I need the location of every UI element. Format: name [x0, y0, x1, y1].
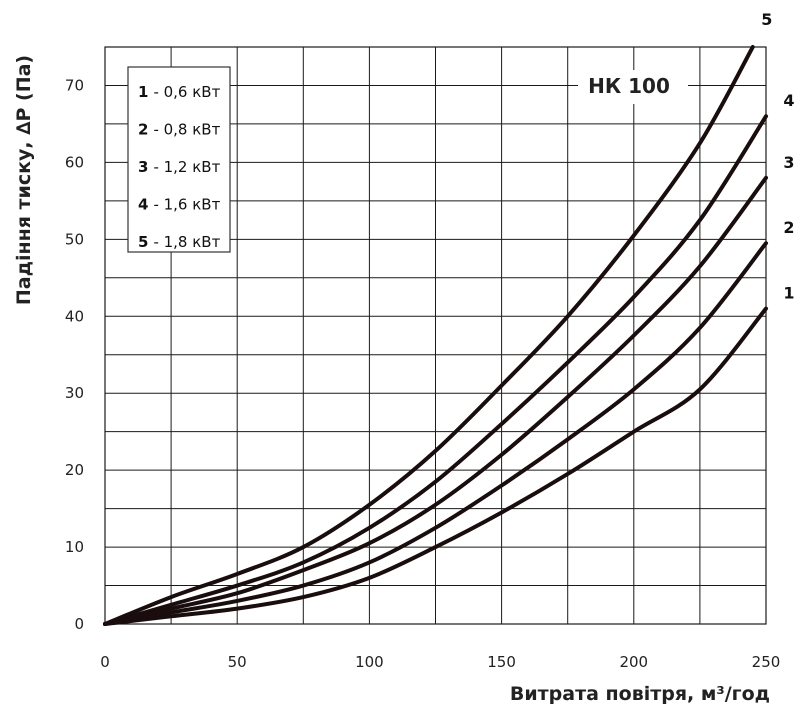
x-ticks: 0 50 100 150 200 250	[100, 653, 780, 671]
legend-entry-text: - 1,6 кВт	[153, 196, 220, 214]
legend-entry-5: 5 - 1,8 кВт	[138, 233, 221, 251]
legend: 1 - 0,6 кВт 2 - 0,8 кВт 3 - 1,2 кВт 4 - 1,6 кВт…	[127, 66, 231, 253]
legend-entry-3: 3 - 1,2 кВт	[138, 158, 221, 176]
x-tick-label: 100	[355, 653, 384, 671]
x-tick-label: 200	[619, 653, 648, 671]
legend-entry-text: - 1,2 кВт	[153, 158, 220, 176]
y-tick-label: 60	[65, 153, 84, 171]
legend-entry-4: 4 - 1,6 кВт	[138, 196, 221, 214]
y-tick-label: 50	[65, 230, 84, 248]
legend-entry-1: 1 - 0,6 кВт	[138, 83, 221, 101]
curve-label-3: 3	[783, 153, 794, 172]
y-axis-title: Падіння тиску, ∆P (Па)	[13, 55, 35, 305]
legend-entry-2: 2 - 0,8 кВт	[138, 121, 221, 139]
curve-4	[103, 114, 768, 626]
x-tick-label: 150	[487, 653, 516, 671]
x-tick-label: 250	[752, 653, 781, 671]
y-tick-label: 40	[65, 307, 84, 325]
curve-label-1: 1	[783, 284, 794, 303]
curve-label-5: 5	[761, 10, 772, 29]
y-tick-label: 10	[65, 538, 84, 556]
curve-3	[103, 175, 768, 626]
curve-5	[103, 45, 755, 626]
legend-entry-text: - 1,8 кВт	[153, 233, 220, 251]
x-axis-title: Витрата повітря, м³/год	[510, 683, 770, 705]
legend-entry-number: 5	[138, 233, 148, 251]
model-label: НК 100	[588, 74, 670, 98]
legend-entry-text: - 0,8 кВт	[153, 121, 220, 139]
y-tick-label: 70	[65, 76, 84, 94]
y-tick-label: 20	[65, 461, 84, 479]
curve-label-4: 4	[783, 91, 794, 110]
curve-1	[103, 306, 768, 626]
plot-frame	[104, 46, 767, 625]
x-tick-label: 0	[100, 653, 110, 671]
legend-entry-number: 2	[138, 121, 148, 139]
legend-entry-number: 3	[138, 158, 148, 176]
y-tick-label: 0	[74, 615, 84, 633]
curve-label-2: 2	[783, 218, 794, 237]
legend-entry-number: 1	[138, 83, 148, 101]
x-tick-label: 50	[228, 653, 247, 671]
y-ticks: 0 10 20 30 40 50 60 70	[65, 76, 84, 633]
curves	[103, 45, 768, 626]
curve-2	[103, 241, 768, 626]
curve-labels: 1 2 3 4 5	[761, 10, 794, 303]
legend-entry-text: - 0,6 кВт	[153, 83, 220, 101]
legend-entry-number: 4	[138, 196, 148, 214]
y-tick-label: 30	[65, 384, 84, 402]
model-label-box: НК 100	[578, 70, 688, 104]
legend-box	[127, 66, 231, 253]
